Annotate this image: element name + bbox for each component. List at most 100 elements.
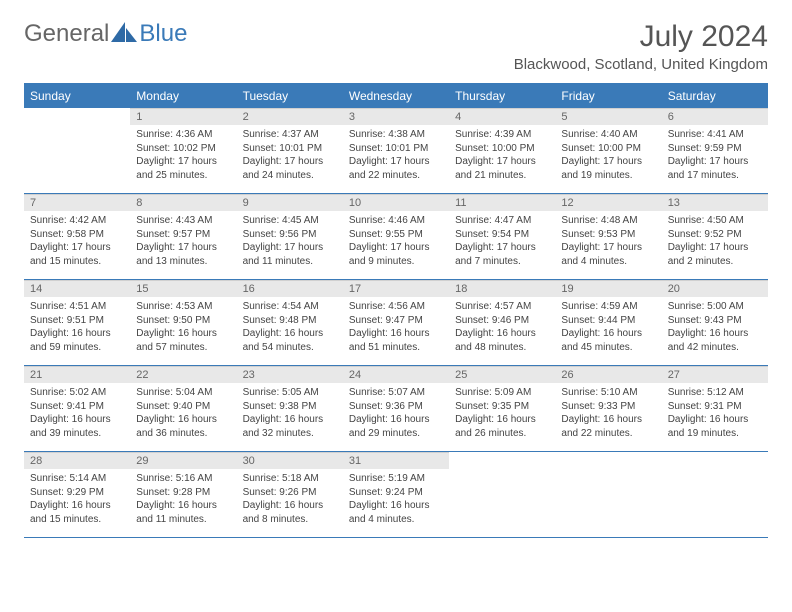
daylight-line: Daylight: 16 hours and 59 minutes. <box>30 327 124 354</box>
daylight-line: Daylight: 17 hours and 9 minutes. <box>349 241 443 268</box>
day-details: Sunrise: 5:10 AMSunset: 9:33 PMDaylight:… <box>555 383 661 444</box>
sunrise-line: Sunrise: 4:43 AM <box>136 214 230 228</box>
daylight-line: Daylight: 16 hours and 4 minutes. <box>349 499 443 526</box>
calendar-day-cell: 10Sunrise: 4:46 AMSunset: 9:55 PMDayligh… <box>343 194 449 280</box>
empty-day <box>24 108 130 126</box>
day-number: 27 <box>662 366 768 383</box>
daylight-line: Daylight: 16 hours and 36 minutes. <box>136 413 230 440</box>
sunrise-line: Sunrise: 4:59 AM <box>561 300 655 314</box>
calendar-day-cell: 16Sunrise: 4:54 AMSunset: 9:48 PMDayligh… <box>237 280 343 366</box>
sunrise-line: Sunrise: 4:47 AM <box>455 214 549 228</box>
calendar-day-cell: 8Sunrise: 4:43 AMSunset: 9:57 PMDaylight… <box>130 194 236 280</box>
calendar-day-cell: 9Sunrise: 4:45 AMSunset: 9:56 PMDaylight… <box>237 194 343 280</box>
day-number: 10 <box>343 194 449 211</box>
day-details: Sunrise: 4:42 AMSunset: 9:58 PMDaylight:… <box>24 211 130 272</box>
calendar-day-cell: 14Sunrise: 4:51 AMSunset: 9:51 PMDayligh… <box>24 280 130 366</box>
logo-text-2: Blue <box>139 20 187 48</box>
location-subtitle: Blackwood, Scotland, United Kingdom <box>24 56 768 73</box>
sunset-line: Sunset: 9:58 PM <box>30 228 124 242</box>
sunrise-line: Sunrise: 4:57 AM <box>455 300 549 314</box>
day-details: Sunrise: 4:57 AMSunset: 9:46 PMDaylight:… <box>449 297 555 358</box>
day-details: Sunrise: 5:19 AMSunset: 9:24 PMDaylight:… <box>343 469 449 530</box>
calendar-day-cell <box>555 452 661 538</box>
calendar-day-cell: 31Sunrise: 5:19 AMSunset: 9:24 PMDayligh… <box>343 452 449 538</box>
sunset-line: Sunset: 9:50 PM <box>136 314 230 328</box>
calendar-day-cell: 22Sunrise: 5:04 AMSunset: 9:40 PMDayligh… <box>130 366 236 452</box>
day-number: 16 <box>237 280 343 297</box>
day-number: 18 <box>449 280 555 297</box>
calendar-day-cell: 18Sunrise: 4:57 AMSunset: 9:46 PMDayligh… <box>449 280 555 366</box>
day-details: Sunrise: 4:46 AMSunset: 9:55 PMDaylight:… <box>343 211 449 272</box>
sunrise-line: Sunrise: 4:45 AM <box>243 214 337 228</box>
day-number: 8 <box>130 194 236 211</box>
day-number: 14 <box>24 280 130 297</box>
calendar-day-cell: 29Sunrise: 5:16 AMSunset: 9:28 PMDayligh… <box>130 452 236 538</box>
weekday-header: Thursday <box>449 84 555 108</box>
calendar-day-cell: 7Sunrise: 4:42 AMSunset: 9:58 PMDaylight… <box>24 194 130 280</box>
calendar-table: SundayMondayTuesdayWednesdayThursdayFrid… <box>24 83 768 538</box>
sunset-line: Sunset: 9:41 PM <box>30 400 124 414</box>
sunrise-line: Sunrise: 4:39 AM <box>455 128 549 142</box>
daylight-line: Daylight: 17 hours and 25 minutes. <box>136 155 230 182</box>
sunset-line: Sunset: 9:47 PM <box>349 314 443 328</box>
daylight-line: Daylight: 17 hours and 24 minutes. <box>243 155 337 182</box>
day-number: 1 <box>130 108 236 125</box>
sunset-line: Sunset: 10:01 PM <box>349 142 443 156</box>
calendar-day-cell: 5Sunrise: 4:40 AMSunset: 10:00 PMDayligh… <box>555 108 661 194</box>
sunset-line: Sunset: 9:36 PM <box>349 400 443 414</box>
calendar-day-cell: 6Sunrise: 4:41 AMSunset: 9:59 PMDaylight… <box>662 108 768 194</box>
day-number: 5 <box>555 108 661 125</box>
logo: General Blue <box>24 20 187 48</box>
sunrise-line: Sunrise: 5:19 AM <box>349 472 443 486</box>
empty-day <box>555 452 661 470</box>
sunset-line: Sunset: 9:51 PM <box>30 314 124 328</box>
calendar-day-cell: 19Sunrise: 4:59 AMSunset: 9:44 PMDayligh… <box>555 280 661 366</box>
sunrise-line: Sunrise: 4:42 AM <box>30 214 124 228</box>
daylight-line: Daylight: 16 hours and 22 minutes. <box>561 413 655 440</box>
day-number: 7 <box>24 194 130 211</box>
day-details: Sunrise: 4:51 AMSunset: 9:51 PMDaylight:… <box>24 297 130 358</box>
sunrise-line: Sunrise: 4:36 AM <box>136 128 230 142</box>
sunrise-line: Sunrise: 5:02 AM <box>30 386 124 400</box>
daylight-line: Daylight: 16 hours and 54 minutes. <box>243 327 337 354</box>
day-details: Sunrise: 4:56 AMSunset: 9:47 PMDaylight:… <box>343 297 449 358</box>
sunset-line: Sunset: 9:24 PM <box>349 486 443 500</box>
sunset-line: Sunset: 9:46 PM <box>455 314 549 328</box>
day-number: 29 <box>130 452 236 469</box>
calendar-day-cell <box>662 452 768 538</box>
day-number: 4 <box>449 108 555 125</box>
sunrise-line: Sunrise: 4:50 AM <box>668 214 762 228</box>
calendar-day-cell: 27Sunrise: 5:12 AMSunset: 9:31 PMDayligh… <box>662 366 768 452</box>
day-details: Sunrise: 4:47 AMSunset: 9:54 PMDaylight:… <box>449 211 555 272</box>
weekday-header: Monday <box>130 84 236 108</box>
logo-sail-icon <box>111 22 137 42</box>
sunrise-line: Sunrise: 5:09 AM <box>455 386 549 400</box>
day-number: 30 <box>237 452 343 469</box>
sunrise-line: Sunrise: 4:48 AM <box>561 214 655 228</box>
sunrise-line: Sunrise: 4:40 AM <box>561 128 655 142</box>
sunset-line: Sunset: 9:52 PM <box>668 228 762 242</box>
daylight-line: Daylight: 17 hours and 13 minutes. <box>136 241 230 268</box>
sunrise-line: Sunrise: 4:51 AM <box>30 300 124 314</box>
daylight-line: Daylight: 17 hours and 4 minutes. <box>561 241 655 268</box>
sunrise-line: Sunrise: 4:46 AM <box>349 214 443 228</box>
sunset-line: Sunset: 9:28 PM <box>136 486 230 500</box>
calendar-day-cell: 12Sunrise: 4:48 AMSunset: 9:53 PMDayligh… <box>555 194 661 280</box>
day-details: Sunrise: 5:05 AMSunset: 9:38 PMDaylight:… <box>237 383 343 444</box>
calendar-week-row: 28Sunrise: 5:14 AMSunset: 9:29 PMDayligh… <box>24 452 768 538</box>
calendar-day-cell: 26Sunrise: 5:10 AMSunset: 9:33 PMDayligh… <box>555 366 661 452</box>
day-number: 15 <box>130 280 236 297</box>
day-number: 3 <box>343 108 449 125</box>
day-details: Sunrise: 4:45 AMSunset: 9:56 PMDaylight:… <box>237 211 343 272</box>
daylight-line: Daylight: 17 hours and 19 minutes. <box>561 155 655 182</box>
day-number: 28 <box>24 452 130 469</box>
day-number: 19 <box>555 280 661 297</box>
sunset-line: Sunset: 9:31 PM <box>668 400 762 414</box>
daylight-line: Daylight: 16 hours and 48 minutes. <box>455 327 549 354</box>
daylight-line: Daylight: 16 hours and 26 minutes. <box>455 413 549 440</box>
sunset-line: Sunset: 10:00 PM <box>455 142 549 156</box>
sunset-line: Sunset: 9:43 PM <box>668 314 762 328</box>
sunrise-line: Sunrise: 4:56 AM <box>349 300 443 314</box>
day-number: 24 <box>343 366 449 383</box>
daylight-line: Daylight: 17 hours and 2 minutes. <box>668 241 762 268</box>
